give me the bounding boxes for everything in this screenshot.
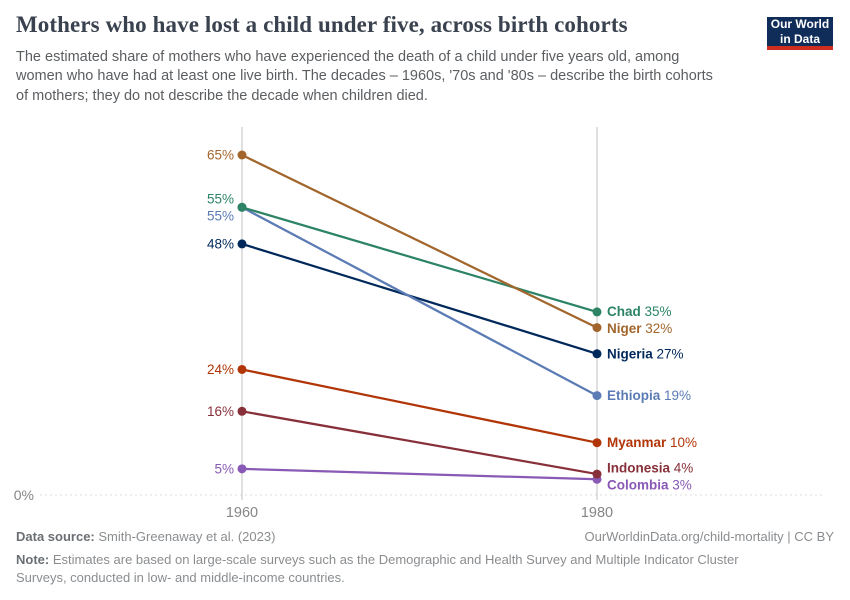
series-dot-end-nigeria[interactable] [592, 349, 602, 359]
x-tick-label-1980: 1980 [581, 505, 613, 521]
series-dot-start-chad[interactable] [237, 202, 247, 212]
owid-logo-line2: in Data [779, 31, 820, 46]
series-line-chad[interactable] [241, 206, 598, 314]
series-dot-end-niger[interactable] [592, 323, 602, 333]
series-end-label-indonesia: Indonesia 4% [607, 461, 693, 476]
series-line-myanmar[interactable] [241, 368, 598, 444]
x-tick-label-1960: 1960 [226, 505, 258, 521]
series-end-label-colombia: Colombia 3% [607, 478, 692, 493]
owid-logo[interactable]: Our World in Data [767, 17, 833, 50]
series-dot-end-ethiopia[interactable] [592, 391, 602, 401]
series-dot-start-myanmar[interactable] [237, 364, 247, 374]
footer-note: Note: Estimates are based on large-scale… [16, 551, 778, 587]
chart-subtitle: The estimated share of mothers who have … [16, 49, 713, 104]
series-start-label-chad: 55% [207, 191, 234, 206]
series-start-label-nigeria: 48% [207, 236, 234, 251]
series-end-label-myanmar: Myanmar 10% [607, 435, 697, 450]
series-line-colombia[interactable] [241, 467, 598, 481]
series-end-label-nigeria: Nigeria 27% [607, 346, 684, 361]
data-source-text: Smith-Greenaway et al. (2023) [98, 529, 276, 544]
data-source: Data source: Smith-Greenaway et al. (202… [16, 529, 275, 544]
chart-header: Mothers who have lost a child under five… [16, 12, 834, 106]
series-start-label-niger: 65% [207, 148, 234, 163]
series-start-label-ethiopia: 55% [207, 208, 234, 223]
footer-source-row: Data source: Smith-Greenaway et al. (202… [16, 529, 834, 544]
series-line-nigeria[interactable] [241, 242, 598, 355]
series-dot-start-nigeria[interactable] [237, 239, 247, 249]
chart-title: Mothers who have lost a child under five… [16, 12, 628, 37]
data-source-label: Data source: [16, 529, 95, 544]
series-dot-start-niger[interactable] [237, 150, 247, 160]
series-start-label-colombia: 5% [214, 461, 234, 476]
baseline-label: 0% [14, 487, 34, 503]
note-label: Note: [16, 552, 50, 567]
series-end-label-ethiopia: Ethiopia 19% [607, 388, 691, 403]
note-text: Estimates are based on large-scale surve… [16, 552, 739, 585]
series-line-ethiopia[interactable] [241, 206, 598, 397]
owid-logo-line1: Our World [770, 17, 830, 32]
series-end-label-niger: Niger 32% [607, 321, 672, 336]
series-dot-end-indonesia[interactable] [592, 469, 602, 479]
attribution-link[interactable]: OurWorldinData.org/child-mortality | CC … [584, 529, 835, 544]
series-dot-end-myanmar[interactable] [592, 438, 602, 448]
series-end-label-chad: Chad 35% [607, 304, 672, 319]
series-dot-start-colombia[interactable] [237, 464, 247, 474]
chart-footer: Data source: Smith-Greenaway et al. (202… [16, 529, 834, 587]
series-start-label-myanmar: 24% [207, 362, 234, 377]
series-line-niger[interactable] [241, 153, 598, 329]
series-dot-end-chad[interactable] [592, 307, 602, 317]
series-line-indonesia[interactable] [241, 410, 598, 476]
series-start-label-indonesia: 16% [207, 404, 234, 419]
series-dot-start-indonesia[interactable] [237, 406, 247, 416]
